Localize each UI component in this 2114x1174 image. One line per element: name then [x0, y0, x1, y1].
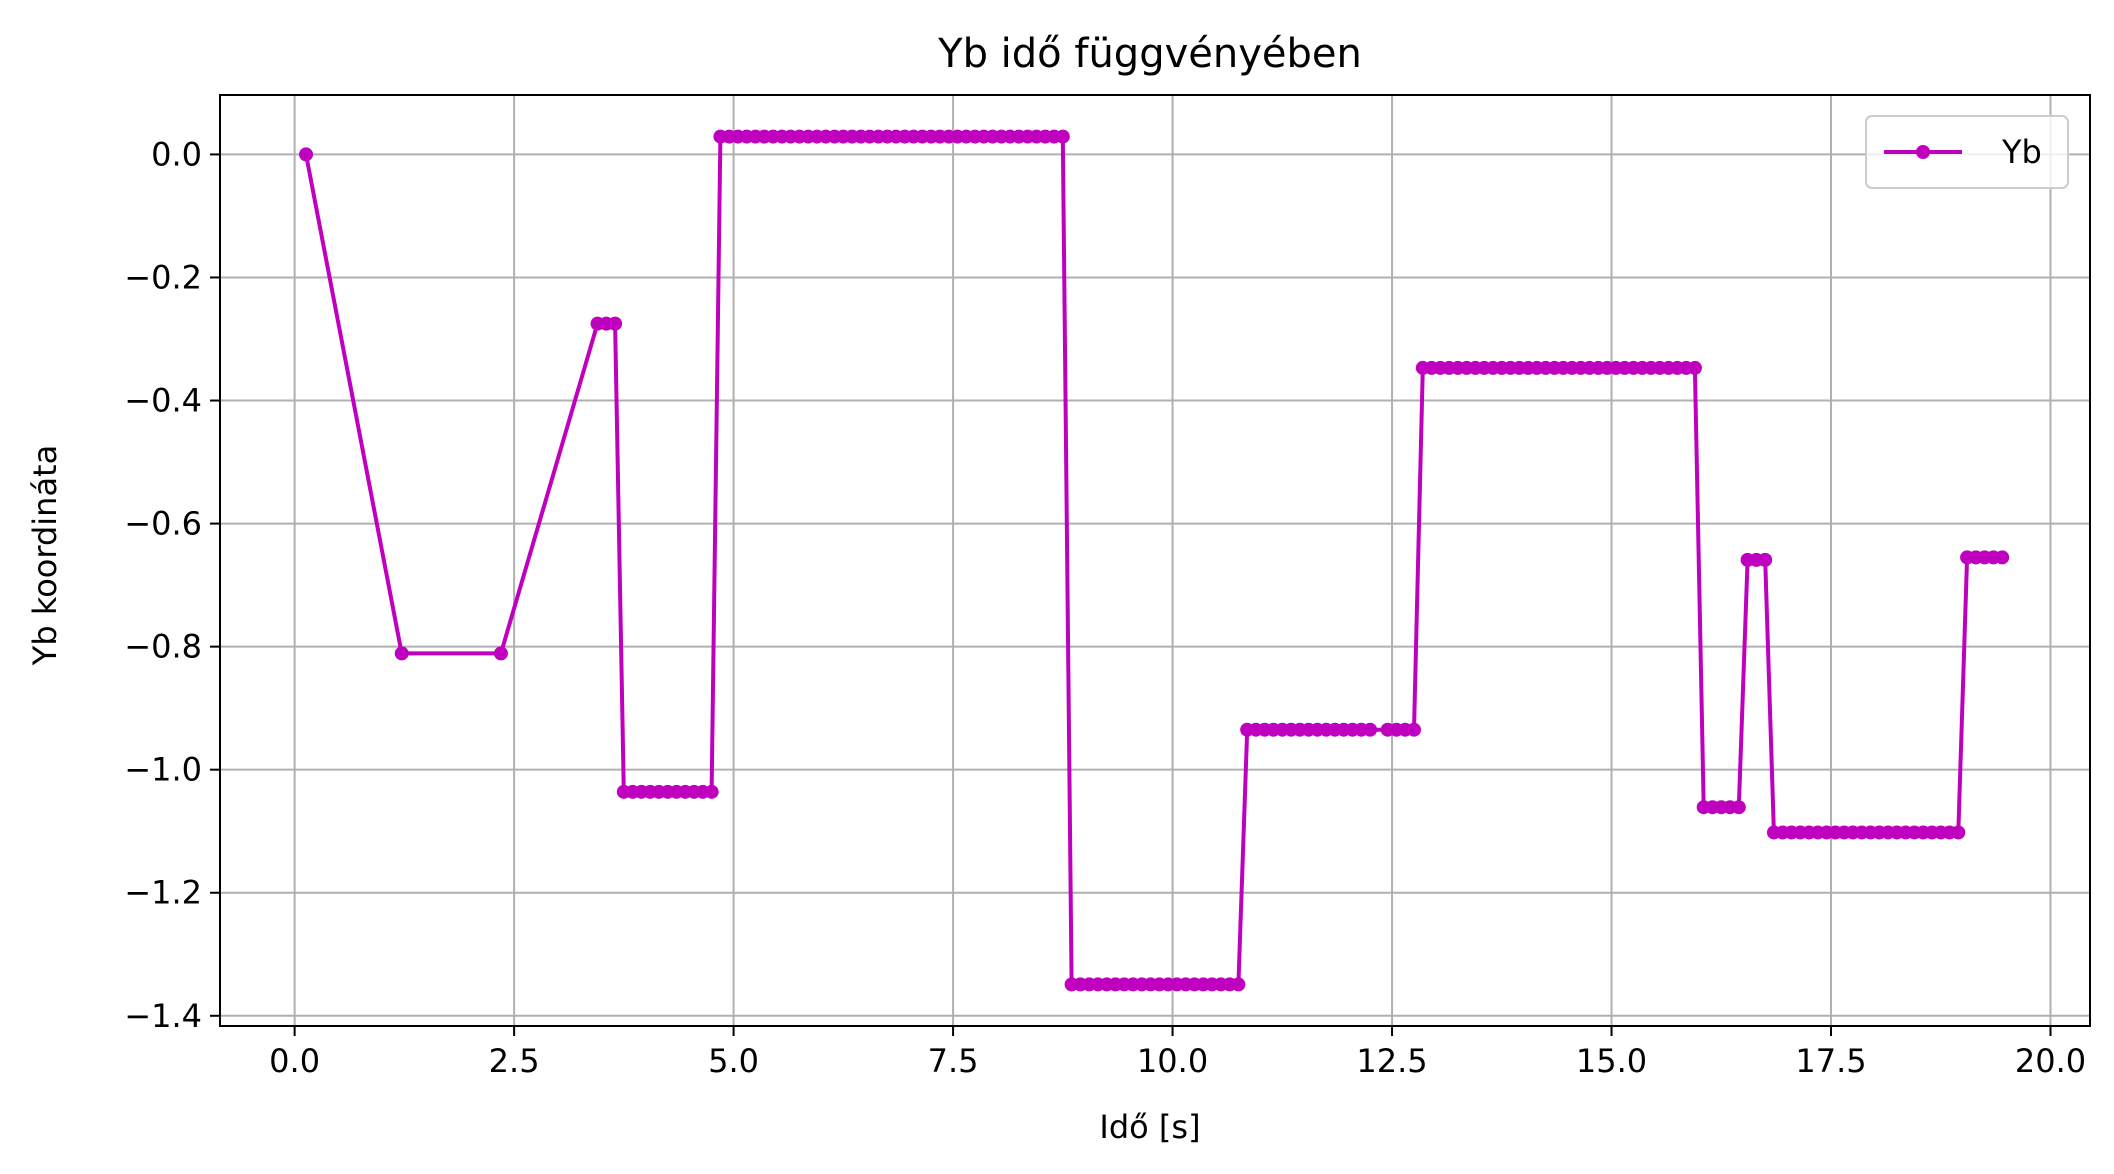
- x-tick-label: 5.0: [708, 1042, 759, 1080]
- axes-frame: [219, 94, 2091, 1027]
- legend-label-yb: Yb: [2001, 133, 2042, 171]
- x-tick-label: 17.5: [1795, 1042, 1866, 1080]
- data-point: [1995, 550, 2010, 565]
- grid: [220, 95, 2090, 1026]
- legend: Yb: [1865, 115, 2069, 189]
- data-point: [299, 147, 314, 162]
- y-tick-label: −1.2: [124, 874, 202, 912]
- data-point: [608, 316, 623, 331]
- series-yb: [299, 129, 2010, 992]
- data-point: [1731, 800, 1746, 815]
- x-axis-label: Idő [s]: [1099, 1108, 1200, 1146]
- x-axis-ticks: 0.0 2.5 5.0 7.5 10.0 12.5 15.0 17.5 20.0: [269, 1026, 2086, 1080]
- x-tick-label: 2.5: [489, 1042, 540, 1080]
- y-tick-label: −1.0: [124, 751, 202, 789]
- y-axis-ticks: 0.0 −0.2 −0.4 −0.6 −0.8 −1.0 −1.2 −1.4: [124, 135, 220, 1035]
- data-point: [1951, 825, 1966, 840]
- data-point: [394, 646, 409, 661]
- x-tick-label: 10.0: [1137, 1042, 1208, 1080]
- x-tick-label: 20.0: [2015, 1042, 2086, 1080]
- y-tick-label: −0.6: [124, 505, 202, 543]
- y-tick-label: −0.2: [124, 258, 202, 296]
- x-tick-label: 12.5: [1356, 1042, 1427, 1080]
- y-tick-label: −1.4: [124, 997, 202, 1035]
- data-point: [493, 646, 508, 661]
- data-point: [704, 784, 719, 799]
- legend-marker-yb: [1916, 145, 1930, 159]
- y-tick-label: −0.4: [124, 382, 202, 420]
- data-point: [1363, 722, 1378, 737]
- y-tick-label: 0.0: [151, 135, 202, 173]
- x-tick-label: 15.0: [1576, 1042, 1647, 1080]
- legend-box: [1865, 115, 2069, 189]
- x-tick-label: 0.0: [269, 1042, 320, 1080]
- y-axis-label: Yb koordináta: [26, 445, 64, 666]
- y-tick-label: −0.8: [124, 628, 202, 666]
- x-tick-label: 7.5: [928, 1042, 979, 1080]
- data-point: [1231, 977, 1246, 992]
- data-point: [1406, 722, 1421, 737]
- chart-title: Yb idő függvényében: [937, 31, 1362, 77]
- data-point: [1055, 129, 1070, 144]
- data-point: [1687, 360, 1702, 375]
- data-point: [1758, 552, 1773, 567]
